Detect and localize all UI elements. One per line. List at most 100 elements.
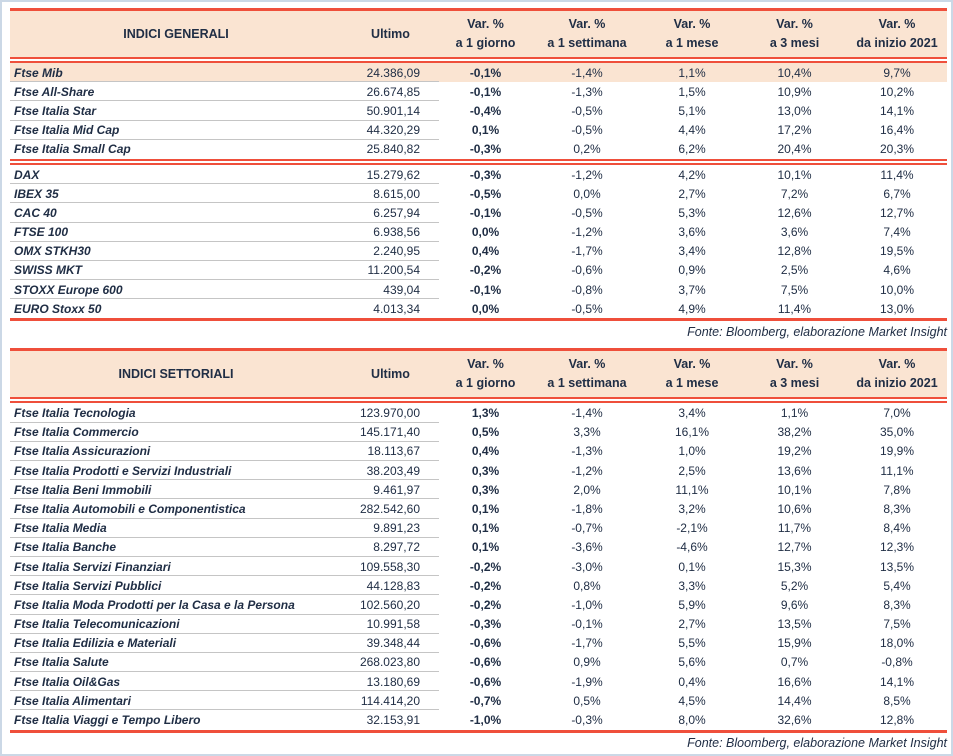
var-3-mesi-value: 12,8%: [777, 244, 812, 259]
var-1-mese-value: 5,1%: [678, 103, 706, 118]
var-1-settimana-value: 0,8%: [573, 578, 601, 593]
var-1-mese-value: 2,5%: [678, 463, 706, 478]
index-name: Ftse Italia Media: [14, 521, 107, 536]
var-3-mesi-value: 32,6%: [777, 713, 812, 728]
var-label: Var. %: [776, 357, 813, 372]
var-1-settimana-value: 2,0%: [573, 482, 601, 497]
var-1-settimana-value: -1,7%: [571, 244, 603, 259]
ultimo-value: 39.348,44: [366, 636, 420, 651]
var-1-giorno-value: -0,2%: [469, 578, 502, 593]
var-3-mesi-value: 1,1%: [780, 406, 809, 421]
var-1-settimana-value: -1,8%: [571, 501, 603, 516]
column-header-ultimo: Ultimo: [371, 366, 410, 381]
var-inizio-2021-value: 35,0%: [879, 425, 915, 440]
var-1-mese-value: 3,4%: [678, 244, 706, 259]
var-inizio-2021-value: 12,3%: [879, 540, 915, 555]
var-1-giorno-value: -0,3%: [469, 617, 502, 632]
column-header-var-1-mese: Var. % a 1 mese: [642, 11, 742, 57]
ultimo-value: 15.279,62: [366, 167, 420, 182]
table-title: INDICI SETTORIALI: [118, 366, 234, 381]
indici-settoriali-rows: Ftse Italia Tecnologia 123.970,00 1,3% -…: [10, 403, 947, 729]
header-divider: [10, 397, 947, 404]
var-1-giorno-value: 0,1%: [471, 123, 500, 138]
var-3-mesi-value: 10,1%: [777, 482, 812, 497]
index-name: DAX: [14, 167, 40, 182]
column-header-var-1-giorno: Var. % a 1 giorno: [439, 351, 532, 397]
column-header-ultimo: Ultimo: [371, 26, 410, 41]
period-label: a 1 settimana: [547, 36, 627, 50]
var-1-mese-value: 0,4%: [678, 674, 706, 689]
indici-generali-rows: Ftse Mib 24.386,09 -0,1% -1,4% 1,1% 10,4…: [10, 63, 947, 318]
ultimo-value: 9.891,23: [373, 521, 420, 536]
period-label: a 1 settimana: [547, 376, 627, 391]
var-1-settimana-value: 0,9%: [573, 655, 601, 670]
var-inizio-2021-value: 11,1%: [880, 463, 914, 478]
table-row: FTSE 100 6.938,56 0,0% -1,2% 3,6% 3,6% 7…: [10, 223, 947, 242]
index-name: Ftse Italia Telecomunicazioni: [14, 617, 180, 632]
ultimo-value: 11.200,54: [367, 263, 421, 278]
var-1-giorno-value: -0,7%: [469, 693, 502, 708]
var-inizio-2021-value: 7,4%: [883, 225, 911, 240]
ultimo-value: 44.128,83: [366, 578, 420, 593]
var-inizio-2021-value: -0,8%: [881, 655, 913, 670]
var-1-mese-value: 16,1%: [674, 425, 710, 440]
var-label: Var. %: [568, 17, 606, 31]
column-header-var-3-mesi: Var. % a 3 mesi: [742, 351, 847, 397]
var-1-mese-value: 4,4%: [678, 123, 706, 138]
ultimo-value: 109.558,30: [359, 559, 420, 574]
column-header-var-1-settimana: Var. % a 1 settimana: [532, 11, 642, 57]
table-row: Ftse Italia Prodotti e Servizi Industria…: [10, 461, 947, 481]
var-1-settimana-value: -1,9%: [571, 674, 603, 689]
table-row: Ftse Italia Edilizia e Materiali 39.348,…: [10, 634, 947, 654]
var-3-mesi-value: 7,5%: [780, 282, 809, 297]
var-1-settimana-value: -1,2%: [571, 167, 603, 182]
var-3-mesi-value: 3,6%: [780, 225, 809, 240]
var-1-settimana-value: 0,2%: [573, 142, 601, 157]
var-1-mese-value: 5,6%: [678, 655, 706, 670]
table-row: Ftse Italia Oil&Gas 13.180,69 -0,6% -1,9…: [10, 672, 947, 692]
var-1-mese-value: 4,9%: [678, 301, 706, 316]
column-header-var-3-mesi: Var. % a 3 mesi: [742, 11, 847, 57]
var-1-giorno-value: 0,4%: [471, 444, 500, 459]
var-inizio-2021-value: 4,6%: [883, 263, 911, 278]
var-1-giorno-value: -0,2%: [469, 263, 502, 278]
column-header-var-inizio-2021: Var. % da inizio 2021: [847, 11, 947, 57]
var-inizio-2021-value: 19,9%: [879, 444, 915, 459]
var-inizio-2021-value: 14,1%: [879, 674, 915, 689]
var-1-settimana-value: -0,8%: [571, 282, 603, 297]
var-1-settimana-value: 0,0%: [573, 186, 601, 201]
var-1-settimana-value: -1,3%: [571, 444, 603, 459]
table-row: Ftse Italia Mid Cap 44.320,29 0,1% -0,5%…: [10, 121, 947, 140]
ultimo-value: 25.840,82: [366, 142, 420, 157]
table-row: Ftse Italia Automobili e Componentistica…: [10, 499, 947, 519]
var-inizio-2021-value: 20,3%: [879, 142, 915, 157]
source-note: Fonte: Bloomberg, elaborazione Market In…: [687, 736, 947, 751]
ultimo-value: 26.674,85: [366, 84, 420, 99]
index-name: Ftse Italia Mid Cap: [14, 123, 120, 138]
var-3-mesi-value: 7,2%: [780, 186, 809, 201]
var-3-mesi-value: 10,1%: [777, 167, 812, 182]
var-label: Var. %: [467, 17, 504, 31]
var-1-settimana-value: -1,3%: [571, 84, 603, 99]
ultimo-value: 268.023,80: [359, 655, 420, 670]
var-1-giorno-value: -0,6%: [469, 655, 502, 670]
index-name: Ftse Italia Edilizia e Materiali: [14, 636, 177, 651]
var-label: Var. %: [878, 357, 916, 372]
var-inizio-2021-value: 11,4%: [880, 167, 914, 182]
table-row: Ftse Italia Alimentari 114.414,20 -0,7% …: [10, 691, 947, 711]
ultimo-value: 10.991,58: [366, 617, 420, 632]
var-inizio-2021-value: 19,5%: [879, 244, 915, 259]
index-name: Ftse Italia Oil&Gas: [14, 674, 121, 689]
var-1-mese-value: 1,0%: [678, 444, 706, 459]
table-row: Ftse Italia Moda Prodotti per la Casa e …: [10, 595, 947, 615]
var-3-mesi-value: 13,0%: [777, 103, 812, 118]
var-1-settimana-value: -1,7%: [571, 636, 603, 651]
indici-settoriali-table: INDICI SETTORIALI Ultimo Var. % a 1 gior…: [10, 348, 947, 753]
ultimo-value: 13.180,69: [366, 674, 420, 689]
var-1-giorno-value: -0,3%: [469, 167, 502, 182]
var-1-giorno-value: -0,2%: [469, 597, 502, 612]
index-name: Ftse Italia Beni Immobili: [14, 482, 152, 497]
var-inizio-2021-value: 12,7%: [879, 205, 915, 220]
var-1-giorno-value: -0,1%: [469, 84, 502, 99]
var-inizio-2021-value: 10,2%: [879, 84, 915, 99]
